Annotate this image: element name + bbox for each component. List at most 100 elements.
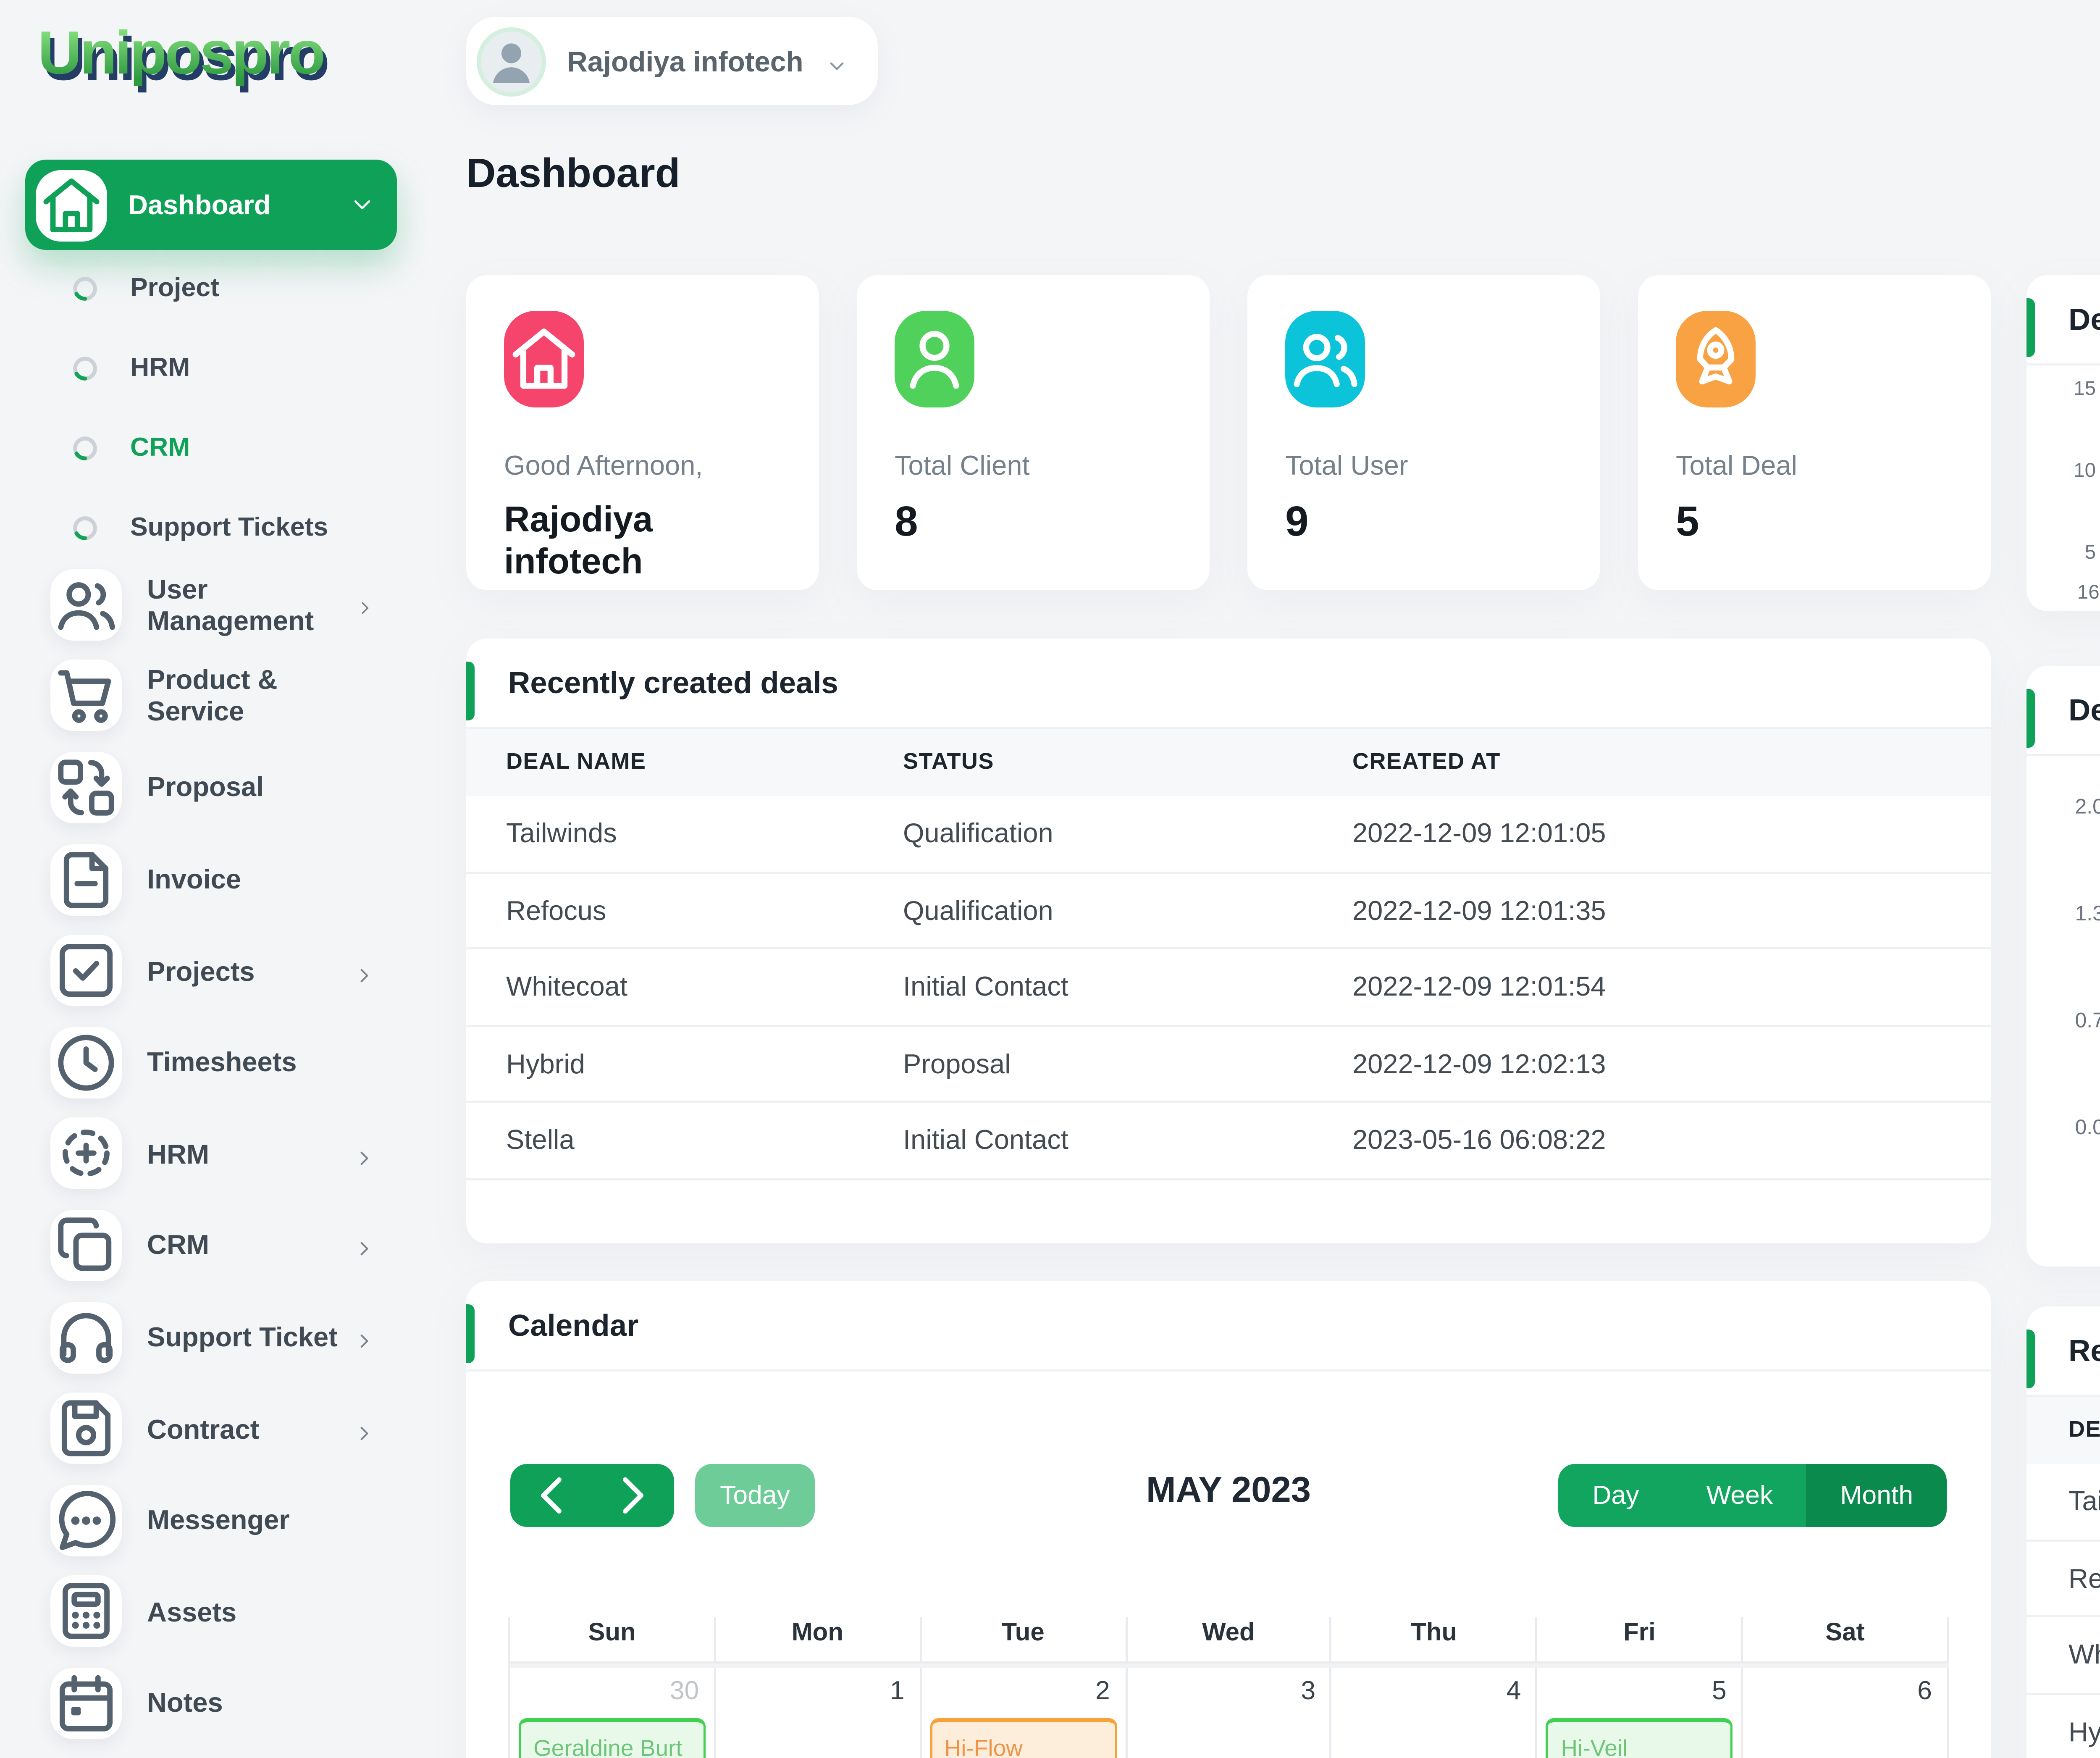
sidebar-subitem-hrm[interactable]: HRM bbox=[21, 328, 401, 407]
calendar-week-row: 30 Geraldine Burt 1 2 Hi-Flow 3 4 5 Hi-Veil 6 bbox=[510, 1663, 1949, 1758]
table-row[interactable]: Whitecoat Initial Contact 2022-12-09 12:01… bbox=[466, 949, 1991, 1026]
table-cell: 2022-12-09 12:01:05 bbox=[1352, 817, 1606, 849]
sidebar-item-notes[interactable]: Notes bbox=[21, 1658, 401, 1749]
sidebar-item-invoice[interactable]: Invoice bbox=[21, 833, 401, 925]
sidebar-item-contract[interactable]: Contract bbox=[21, 1383, 401, 1474]
calendar-day-cell[interactable]: 6 bbox=[1743, 1668, 1949, 1758]
calendar-day-cell[interactable]: 5 Hi-Veil bbox=[1538, 1668, 1743, 1758]
svg-text:10: 10 bbox=[2074, 459, 2096, 481]
sidebar-subitem-label: Project bbox=[130, 273, 219, 302]
progress-ring-icon bbox=[71, 434, 99, 461]
weekday-label: Wed bbox=[1126, 1617, 1333, 1663]
recently-created-table: DEAL NAME STATUS CREATED AT Tailwinds Qualif… bbox=[466, 729, 1991, 1180]
weekday-label: Fri bbox=[1538, 1617, 1743, 1663]
sidebar-subitem-label: HRM bbox=[130, 353, 190, 382]
chevron-down-icon bbox=[824, 50, 848, 73]
chevron-right-icon bbox=[353, 959, 376, 982]
table-row[interactable]: Tailwinds Qualification 2022-12-09 12:01:0… bbox=[466, 796, 1991, 873]
calendar-day-cell[interactable]: 3 bbox=[1127, 1668, 1333, 1758]
table-row[interactable]: Refocus Qualification 2022-12-09 12:01:35 bbox=[466, 873, 1991, 949]
home-icon bbox=[36, 169, 107, 241]
svg-text:0.0: 0.0 bbox=[2075, 1115, 2100, 1139]
sidebar-item-projects[interactable]: Projects bbox=[21, 925, 401, 1017]
weekday-label: Thu bbox=[1332, 1617, 1538, 1663]
progress-ring-icon bbox=[71, 274, 99, 302]
view-month-button[interactable]: Month bbox=[1806, 1464, 1947, 1527]
recently-created-deals-card: Recently created deals DEAL NAME STATUS CR… bbox=[466, 639, 1991, 1243]
sidebar-subitem-support-tickets[interactable]: Support Tickets bbox=[21, 487, 401, 567]
today-button[interactable]: Today bbox=[695, 1464, 815, 1527]
sidebar-item-timesheets[interactable]: Timesheets bbox=[21, 1017, 401, 1108]
calendar-day-cell[interactable]: 2 Hi-Flow bbox=[921, 1668, 1127, 1758]
workspace-switcher[interactable]: Rajodiya infotech bbox=[466, 17, 877, 105]
clock-icon bbox=[50, 1026, 122, 1098]
day-number: 1 bbox=[890, 1676, 905, 1705]
calendar-day-cell[interactable]: 4 bbox=[1332, 1668, 1538, 1758]
sidebar-subitem-project[interactable]: Project bbox=[21, 248, 401, 328]
next-button[interactable] bbox=[592, 1464, 674, 1527]
svg-text:2.0: 2.0 bbox=[2075, 795, 2100, 818]
stat-label: Good Afternoon, bbox=[504, 449, 703, 481]
view-day-button[interactable]: Day bbox=[1559, 1464, 1673, 1527]
table-cell: Hybrid bbox=[506, 1047, 585, 1079]
weekday-label: Tue bbox=[921, 1617, 1127, 1663]
card-title: Deals by stage bbox=[2026, 666, 2100, 756]
view-week-button[interactable]: Week bbox=[1672, 1464, 1807, 1527]
table-row[interactable]: Stella Initial Contact 2023-05-16 06:08:22 bbox=[466, 1103, 1991, 1180]
calendar-event[interactable]: Geraldine Burt bbox=[519, 1718, 706, 1758]
table-cell: Whitecoat bbox=[2068, 1639, 2100, 1671]
sidebar-item-label: Proposal bbox=[147, 772, 264, 804]
users-icon bbox=[1285, 311, 1365, 407]
stat-card-total-client: Total Client 8 bbox=[857, 275, 1210, 590]
sidebar-item-crm[interactable]: CRM bbox=[21, 1200, 401, 1291]
table-row[interactable]: Hybrid Proposal 2022-12-09 12:02:13 bbox=[466, 1026, 1991, 1103]
sidebar-item-dashboard[interactable]: Dashboard bbox=[25, 160, 397, 250]
column-header: STATUS bbox=[903, 750, 994, 775]
file-icon bbox=[50, 843, 122, 915]
user-icon bbox=[895, 311, 974, 407]
sidebar-item-user-management[interactable]: User Management bbox=[21, 559, 401, 650]
table-row[interactable]: TailwindsQualification2023-05-16 06:11:0… bbox=[2026, 1464, 2100, 1541]
stat-value: 8 bbox=[895, 500, 918, 546]
table-cell: Refocus bbox=[506, 894, 606, 926]
sidebar-subitem-crm[interactable]: CRM bbox=[21, 407, 401, 487]
stat-label: Total Client bbox=[895, 449, 1030, 481]
day-number: 2 bbox=[1095, 1676, 1110, 1705]
calendar-day-cell[interactable]: 1 bbox=[716, 1668, 921, 1758]
calendar-grid: Sun Mon Tue Wed Thu Fri Sat 30 Geraldine Burt 1 2… bbox=[508, 1617, 1949, 1758]
table-cell: Whitecoat bbox=[506, 971, 628, 1003]
calendar-event[interactable]: Hi-Flow bbox=[929, 1718, 1116, 1758]
stat-value: 5 bbox=[1676, 500, 1699, 546]
table-cell: Tailwinds bbox=[2068, 1485, 2100, 1517]
brand-logo[interactable]: Unipospro bbox=[38, 24, 328, 93]
sidebar-item-label: Invoice bbox=[147, 863, 241, 895]
sidebar-item-hrm[interactable]: HRM bbox=[21, 1108, 401, 1200]
card-title: Calendar bbox=[466, 1281, 1991, 1372]
sidebar-item-product-service[interactable]: Product & Service bbox=[21, 650, 401, 742]
check-square-icon bbox=[50, 935, 122, 1006]
calendar-event[interactable]: Hi-Veil bbox=[1546, 1718, 1733, 1758]
calendar-weekday-header: Sun Mon Tue Wed Thu Fri Sat bbox=[510, 1617, 1949, 1663]
sidebar-item-proposal[interactable]: Proposal bbox=[21, 742, 401, 833]
sidebar-item-support-ticket[interactable]: Support Ticket bbox=[21, 1291, 401, 1383]
page-title: Dashboard bbox=[466, 151, 680, 197]
calendar-day-cell[interactable]: 30 Geraldine Burt bbox=[510, 1668, 716, 1758]
table-row[interactable]: RefocusQualification2023-05-16 06:11:09 bbox=[2026, 1541, 2100, 1617]
sidebar-item-assets[interactable]: Assets bbox=[21, 1566, 401, 1658]
recently-modified-table: DEAL NAMESTATUSUPDATED ATTailwindsQualif… bbox=[2026, 1397, 2100, 1758]
workspace-name: Rajodiya infotech bbox=[567, 45, 803, 77]
card-title: Recently created deals bbox=[466, 639, 1991, 729]
table-row[interactable]: HybridProposal2023-05-16 06:11:08 bbox=[2026, 1694, 2100, 1758]
sidebar-item-label: Messenger bbox=[147, 1504, 290, 1536]
sidebar-item-messenger[interactable]: Messenger bbox=[21, 1474, 401, 1566]
stat-label: Total User bbox=[1285, 449, 1408, 481]
chevron-right-icon bbox=[353, 1142, 376, 1165]
prev-button[interactable] bbox=[510, 1464, 592, 1527]
users-icon bbox=[50, 568, 122, 640]
sidebar: Unipospro Dashboard Project HRM CRM Support… bbox=[21, 0, 401, 1758]
brand-logo-text: Unipospro bbox=[38, 21, 326, 88]
column-header: DEAL NAME bbox=[506, 750, 646, 775]
calendar-icon bbox=[50, 1667, 122, 1739]
table-cell: Initial Contact bbox=[903, 971, 1068, 1003]
